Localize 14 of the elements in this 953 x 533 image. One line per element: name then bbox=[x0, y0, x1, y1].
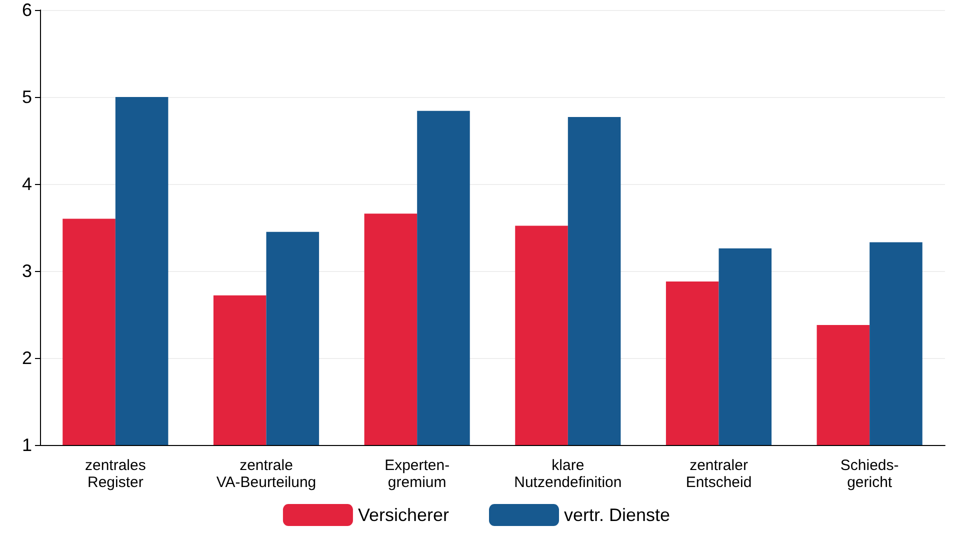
y-tick-label: 1 bbox=[22, 435, 32, 455]
y-tick-label: 5 bbox=[22, 87, 32, 107]
x-tick-label: klare Nutzendefinition bbox=[514, 457, 622, 491]
x-tick-label: Schieds- gericht bbox=[840, 457, 899, 491]
y-tick-label: 3 bbox=[22, 261, 32, 281]
legend-label: vertr. Dienste bbox=[564, 505, 670, 525]
y-tick-label: 6 bbox=[22, 0, 32, 20]
legend-label: Versicherer bbox=[358, 505, 450, 525]
y-tick-label: 2 bbox=[22, 348, 32, 368]
x-tick-label: zentrale VA-Beurteilung bbox=[216, 457, 316, 491]
x-tick-label: zentraler Entscheid bbox=[686, 457, 752, 491]
y-tick-label: 4 bbox=[22, 174, 32, 194]
x-tick-label: Experten- gremium bbox=[384, 457, 450, 491]
x-tick-label: zentrales Register bbox=[84, 457, 146, 491]
